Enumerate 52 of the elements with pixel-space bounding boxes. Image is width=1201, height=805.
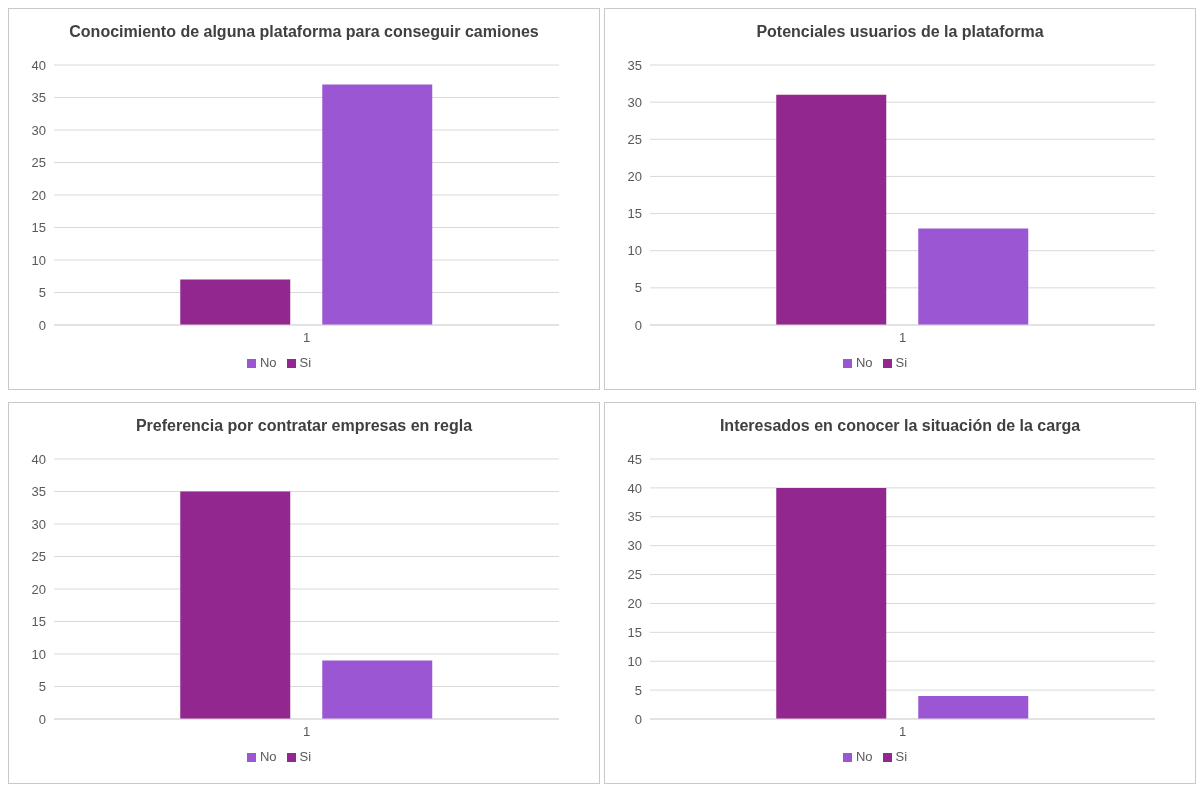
y-tick-label: 15 [31,614,46,630]
x-tick-label: 1 [898,724,907,740]
chart-title: Potenciales usuarios de la plataforma [755,23,1045,41]
y-tick-label: 30 [31,122,46,138]
legend-label: Si [895,749,908,764]
y-tick-label: 0 [38,317,46,333]
chart-title: Preferencia por contratar empresas en regla [134,417,474,435]
y-tick-label: 30 [627,94,642,110]
y-tick-label: 30 [31,516,46,532]
y-tick-label: 45 [627,451,642,467]
legend-label: No [855,749,873,764]
y-tick-label: 25 [627,567,642,583]
y-tick-label: 0 [38,711,46,727]
y-tick-label: 35 [627,509,642,525]
y-tick-label: 5 [38,285,46,301]
y-tick-label: 35 [31,90,46,106]
y-tick-label: 0 [634,711,642,727]
legend-label: Si [299,355,312,370]
y-tick-label: 10 [31,646,46,662]
legend-label: Si [895,355,908,370]
chart-title: Interesados en conocer la situación de la carga [718,417,1082,435]
y-tick-label: 35 [31,484,46,500]
legend-label: No [259,355,277,370]
y-tick-label: 0 [634,317,642,333]
y-tick-label: 5 [38,679,46,695]
legend-label: No [855,355,873,370]
y-tick-label: 10 [31,252,46,268]
y-tick-label: 20 [627,169,642,185]
y-tick-label: 15 [627,624,642,640]
y-tick-label: 15 [31,220,46,236]
x-tick-label: 1 [302,330,311,346]
y-tick-label: 40 [31,451,46,467]
x-tick-label: 1 [302,724,311,740]
y-tick-label: 25 [31,549,46,565]
y-tick-label: 40 [627,480,642,496]
y-tick-label: 30 [627,538,642,554]
legend-label: No [259,749,277,764]
y-tick-label: 10 [627,653,642,669]
y-tick-label: 20 [31,187,46,203]
y-tick-label: 5 [634,682,642,698]
y-tick-label: 5 [634,280,642,296]
y-tick-label: 20 [31,581,46,597]
x-tick-label: 1 [898,330,907,346]
y-tick-label: 20 [627,596,642,612]
y-tick-label: 40 [31,57,46,73]
y-tick-label: 35 [627,57,642,73]
legend-label: Si [299,749,312,764]
y-tick-label: 25 [627,131,642,147]
y-tick-label: 15 [627,206,642,222]
chart-title: Conocimiento de alguna plataforma para conseguir camiones [68,23,540,41]
y-tick-label: 10 [627,243,642,259]
y-tick-label: 25 [31,155,46,171]
